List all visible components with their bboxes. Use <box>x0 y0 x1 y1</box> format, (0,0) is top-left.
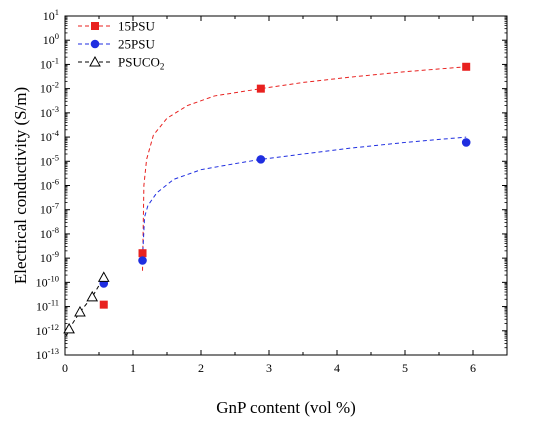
y-tick-label: 10-4 <box>40 128 60 144</box>
legend-label: 15PSU <box>118 19 155 34</box>
data-point-series-0 <box>138 249 147 258</box>
x-tick-label: 4 <box>334 361 340 375</box>
y-tick-label: 10-11 <box>36 298 59 314</box>
y-tick-label: 10-8 <box>40 225 59 241</box>
legend-marker <box>91 22 99 30</box>
x-tick-label: 0 <box>62 361 68 375</box>
fit-line-series-1 <box>142 136 467 259</box>
y-tick-label: 10-2 <box>40 80 59 96</box>
data-point-series-1 <box>138 256 147 265</box>
x-axis-title: GnP content (vol %) <box>216 398 356 417</box>
legend-marker <box>90 39 100 49</box>
x-tick-label: 3 <box>266 361 272 375</box>
data-point-series-2 <box>97 271 110 282</box>
fit-line-series-0 <box>142 66 467 271</box>
x-tick-label: 6 <box>470 361 476 375</box>
legend-label: 25PSU <box>118 37 155 52</box>
data-point-series-0 <box>99 300 108 309</box>
y-tick-label: 10-6 <box>40 177 59 193</box>
x-tick-label: 2 <box>198 361 204 375</box>
y-tick-label: 10-3 <box>40 104 59 120</box>
data-point-series-0 <box>462 62 471 71</box>
data-point-series-2 <box>63 322 75 334</box>
y-tick-label: 10-12 <box>36 322 59 338</box>
data-point-series-2 <box>74 305 86 317</box>
fit-line-series-2 <box>65 277 105 337</box>
y-tick-label: 10-5 <box>40 152 59 168</box>
y-tick-label: 10-1 <box>40 55 59 71</box>
data-point-series-0 <box>256 84 265 93</box>
y-tick-label: 10-7 <box>40 201 59 217</box>
data-point-series-2 <box>86 290 99 302</box>
x-tick-label: 1 <box>130 361 136 375</box>
legend-marker <box>89 55 101 67</box>
legend-label: PSUCO2 <box>118 55 164 72</box>
y-tick-label: 101 <box>43 7 59 23</box>
y-tick-label: 100 <box>43 31 59 47</box>
y-axis-title: Electrical conductivity (S/m) <box>11 87 30 284</box>
legend: 15PSU 25PSU PSUCO2 <box>78 19 164 72</box>
y-tick-label: 10-13 <box>36 346 59 362</box>
y-tick-label: 10-10 <box>36 273 59 289</box>
y-tick-label: 10-9 <box>40 249 59 265</box>
data-point-series-1 <box>461 138 471 147</box>
x-tick-label: 5 <box>402 361 408 375</box>
data-point-series-1 <box>256 155 266 164</box>
